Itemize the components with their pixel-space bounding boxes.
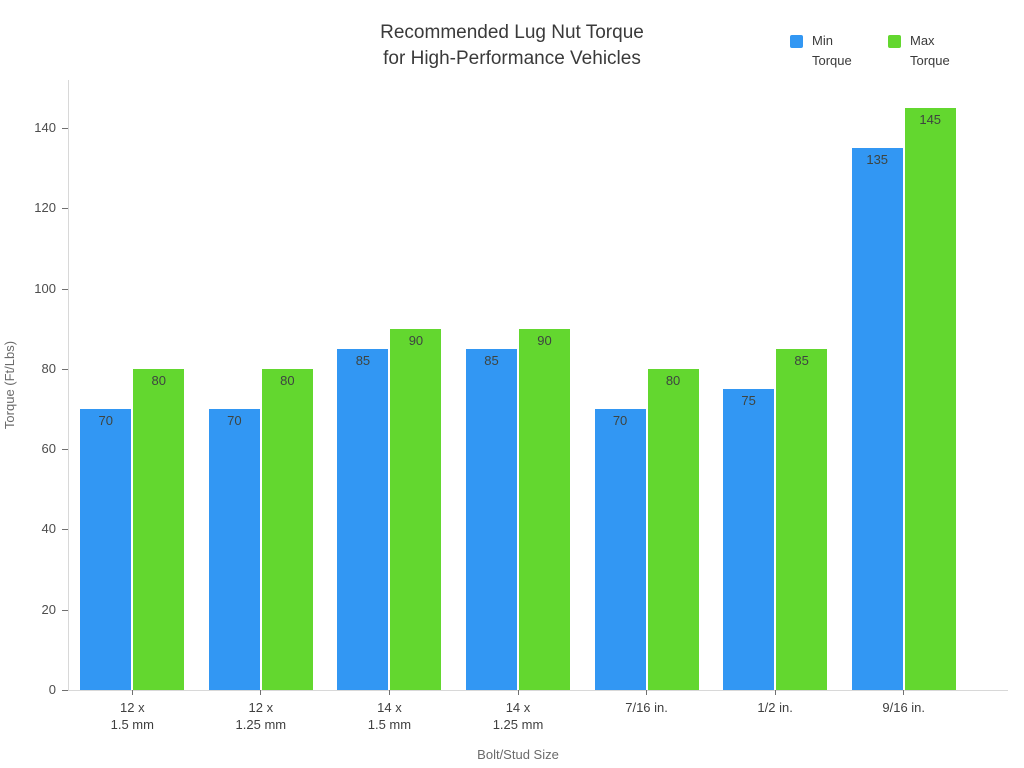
legend: Min Torque Max Torque [790,31,960,71]
x-tick-mark [774,690,776,695]
bar-min-torque: 85 [466,348,517,690]
y-tick-mark [62,208,68,210]
y-tick-mark [62,690,68,691]
y-tick-label: 20 [41,601,56,617]
bar-value-label: 85 [794,352,809,368]
bar-max-torque: 145 [904,108,956,690]
y-tick-label: 100 [34,280,56,296]
bar-value-label: 70 [98,413,114,429]
bar-min-torque: 70 [594,409,646,690]
bar-value-label: 80 [280,372,295,388]
x-axis-category-label: 12 x 1.5 mm [110,700,154,732]
y-tick-label: 120 [34,200,56,216]
bar-value-label: 90 [537,332,552,348]
bar-value-label: 145 [919,112,942,128]
bar-min-torque: 75 [723,389,775,690]
y-tick-mark [62,449,68,451]
bar-value-label: 90 [408,332,424,348]
legend-item-max-torque: Max Torque [888,31,960,71]
bar-min-torque: 70 [208,409,260,690]
x-axis-category-label: 7/16 in. [625,700,668,715]
bar-value-label: 75 [741,393,756,408]
y-tick-mark [62,288,68,290]
bar-value-label: 85 [355,352,371,368]
x-tick-mark [517,690,519,695]
chart-title: Recommended Lug Nut Torque for High-Perf… [0,20,1024,72]
bar-max-torque: 90 [390,328,442,690]
y-tick-label: 60 [41,441,56,457]
x-axis-category-label: 12 x 1.25 mm [235,700,287,732]
bar-value-label: 80 [665,372,681,388]
x-axis-category-label: 1/2 in. [757,700,793,715]
legend-item-min-torque: Min Torque [790,31,862,71]
bar-max-torque: 80 [133,368,185,690]
x-axis-category-label: 14 x 1.25 mm [492,700,544,732]
max-torque-swatch-icon [888,35,901,48]
bar-max-torque: 85 [776,348,828,690]
bar-value-label: 70 [612,413,628,429]
x-tick-mark [646,690,648,695]
y-tick-label: 140 [34,120,56,136]
bar-min-torque: 85 [337,348,389,690]
x-axis-line [68,690,1008,691]
y-tick-label: 80 [41,360,56,376]
bar-max-torque: 80 [261,368,313,690]
x-axis-title: Bolt/Stud Size [477,747,559,762]
bar-max-torque: 90 [519,328,570,690]
y-tick-label: 40 [41,521,56,537]
bar-min-torque: 70 [80,409,132,690]
x-tick-mark [388,690,390,695]
bar-value-label: 85 [484,352,499,368]
legend-item-label: Max Torque [910,33,950,69]
legend-item-label: Min Torque [812,33,852,69]
bar-min-torque: 135 [851,148,903,690]
y-tick-mark [62,529,68,531]
plot-area: Torque (Ft/Lbs) Bolt/Stud Size 0 20 40 60 80… [2,80,968,762]
x-tick-mark [903,690,905,695]
chart-title-line2: for High-Performance Vehicles [383,48,641,69]
y-axis-line [68,80,69,691]
y-tick-label: 0 [48,682,56,697]
bar-value-label: 80 [151,372,167,388]
y-tick-mark [62,609,68,611]
chart-title-line1: Recommended Lug Nut Torque [380,22,644,43]
bar-value-label: 70 [227,413,242,429]
x-tick-mark [131,690,133,695]
y-tick-mark [62,368,68,370]
x-axis-category-label: 9/16 in. [882,700,926,715]
bar-max-torque: 80 [647,368,699,690]
x-tick-mark [260,690,262,695]
y-tick-mark [62,128,68,130]
bar-value-label: 135 [866,152,889,168]
min-torque-swatch-icon [790,35,803,48]
x-axis-category-label: 14 x 1.5 mm [367,700,412,732]
